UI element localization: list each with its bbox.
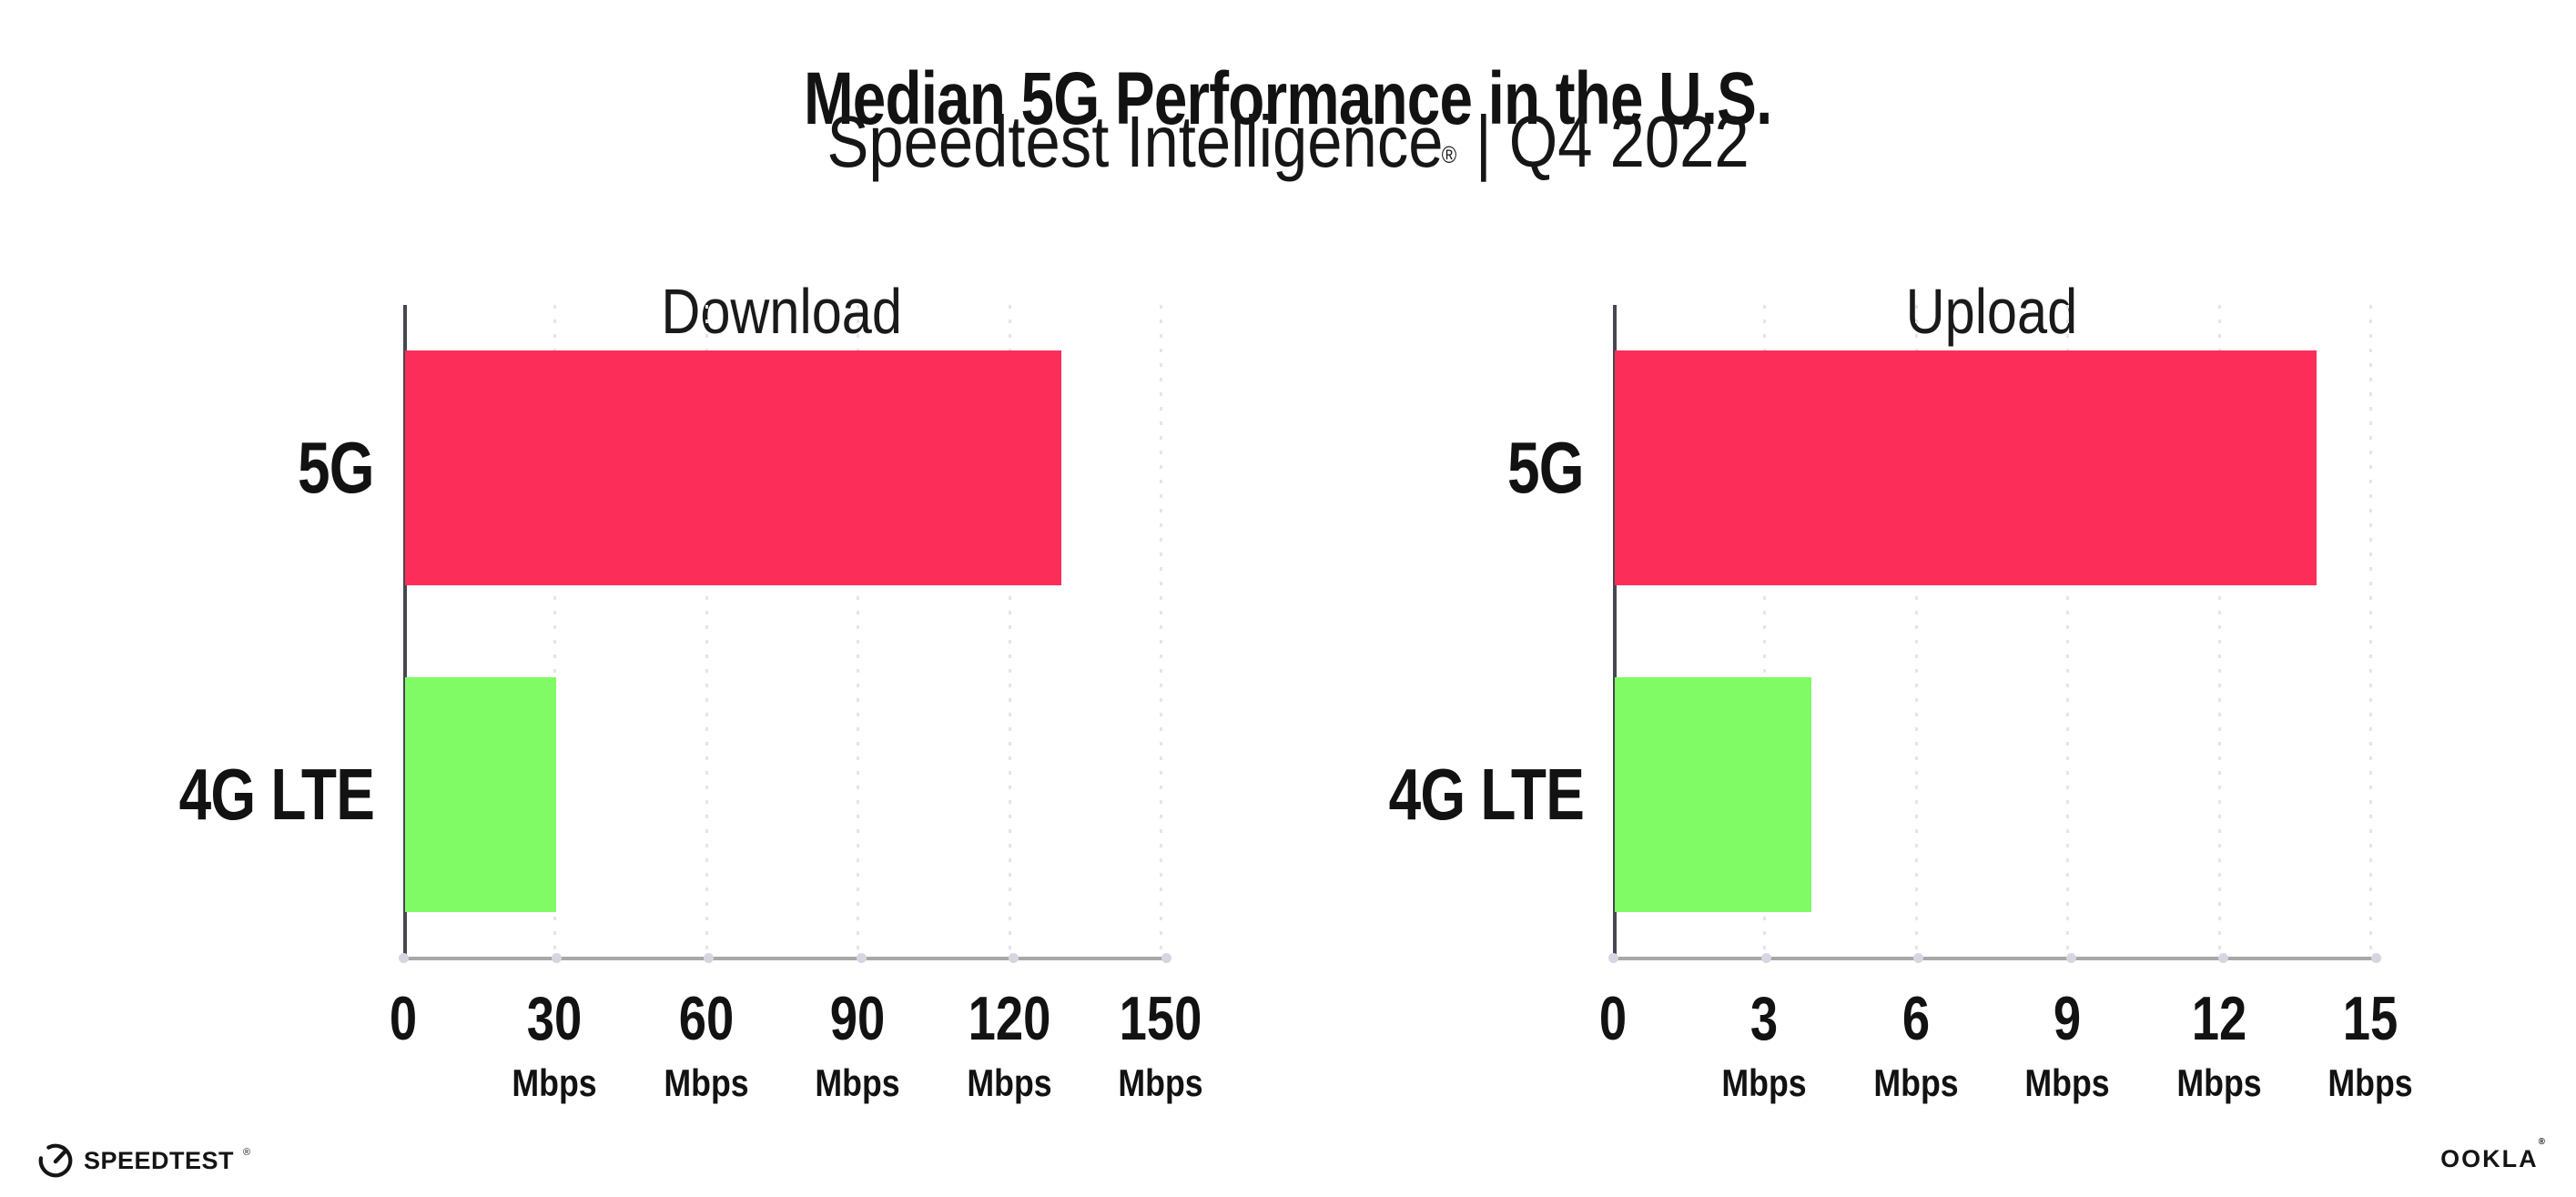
tick-unit: Mbps xyxy=(966,1061,1052,1104)
axis-tick-dot xyxy=(1161,953,1171,963)
axis-tick-dot xyxy=(2371,953,2381,963)
gridline-3 xyxy=(1763,305,1767,959)
tick-label-30: 30 Mbps xyxy=(505,988,605,1102)
tick-label-15: 15 Mbps xyxy=(2320,988,2420,1102)
axis-tick-dot xyxy=(399,953,409,963)
tick-label-150: 150 Mbps xyxy=(1109,988,1212,1102)
tick-number: 0 xyxy=(389,984,418,1053)
bar-4g-lte-download xyxy=(405,677,557,912)
tick-number: 3 xyxy=(1750,984,1779,1053)
gridline-9 xyxy=(2066,305,2070,959)
tick-number: 30 xyxy=(527,984,583,1053)
speedtest-wordmark: SPEEDTEST xyxy=(84,1146,235,1174)
tick-number: 15 xyxy=(2342,984,2399,1053)
gridline-15 xyxy=(2369,305,2372,959)
category-label-text: 4G LTE xyxy=(178,754,375,835)
tick-label-120: 120 Mbps xyxy=(958,988,1060,1102)
tick-number: 150 xyxy=(1119,984,1202,1053)
tick-unit: Mbps xyxy=(1118,1061,1203,1104)
tick-number: 9 xyxy=(2054,984,2082,1053)
category-label-text: 5G xyxy=(1507,427,1585,508)
axis-tick-dot xyxy=(551,953,562,963)
category-label-text: 4G LTE xyxy=(1388,754,1585,835)
registered-mark: ® xyxy=(2538,1137,2545,1147)
page-title: Median 5G Performance in the U.S. xyxy=(0,50,2576,148)
axis-tick-dot xyxy=(1608,953,1618,963)
gridline-12 xyxy=(2217,305,2221,959)
x-axis-line xyxy=(399,953,1171,963)
y-axis-line xyxy=(403,305,407,959)
bar-5g-upload xyxy=(1615,350,2317,585)
tick-unit: Mbps xyxy=(2328,1061,2413,1104)
axis-tick-dot xyxy=(704,953,715,963)
tick-label-60: 60 Mbps xyxy=(656,988,756,1102)
tick-unit: Mbps xyxy=(815,1061,900,1104)
axis-tick-dot xyxy=(2065,953,2076,963)
tick-unit: Mbps xyxy=(1873,1061,1959,1104)
tick-unit: Mbps xyxy=(512,1061,597,1104)
x-axis-line xyxy=(1608,953,2381,963)
speedtest-gauge-icon xyxy=(38,1143,73,1178)
category-label-4g-lte: 4G LTE xyxy=(1220,677,1585,912)
tick-label-12: 12 Mbps xyxy=(2169,988,2269,1102)
axis-tick-dot xyxy=(2218,953,2229,963)
bar-4g-lte-upload xyxy=(1615,677,1812,912)
ookla-logo: OOKLA® xyxy=(2440,1137,2545,1173)
y-axis-line xyxy=(1613,305,1617,959)
tick-number: 6 xyxy=(1902,984,1930,1053)
gridline-150 xyxy=(1160,305,1162,959)
axis-tick-dot xyxy=(1009,953,1019,963)
axis-tick-dot xyxy=(1913,953,1924,963)
gridline-90 xyxy=(857,305,860,959)
category-label-5g: 5G xyxy=(1220,350,1585,585)
registered-mark: ® xyxy=(1441,141,1457,168)
tick-label-0: 0 xyxy=(386,988,421,1050)
upload-chart-area: 5G 4G LTE 0 3 Mbps 6 Mbps 9 Mbps 12 Mbps 15 Mbps xyxy=(1389,305,2413,1102)
tick-unit: Mbps xyxy=(664,1061,749,1104)
page-subtitle: Speedtest Intelligence® | Q4 2022 xyxy=(0,93,2576,191)
tick-number: 12 xyxy=(2191,984,2246,1053)
tick-number: 90 xyxy=(829,984,886,1053)
speedtest-logo: SPEEDTEST ® xyxy=(36,1140,250,1182)
gridline-30 xyxy=(553,305,557,959)
registered-mark: ® xyxy=(243,1147,251,1158)
tick-unit: Mbps xyxy=(1721,1061,1807,1104)
tick-number: 60 xyxy=(678,984,735,1053)
upload-chart-title: Upload xyxy=(1905,276,2078,348)
gridline-6 xyxy=(1914,305,1918,959)
axis-tick-dot xyxy=(1760,953,1771,963)
ookla-wordmark: OOKLA xyxy=(2440,1145,2539,1172)
download-chart-title: Download xyxy=(661,276,903,348)
bar-5g-download xyxy=(405,350,1062,585)
category-label-4g-lte: 4G LTE xyxy=(10,677,375,912)
tick-label-6: 6 Mbps xyxy=(1866,988,1966,1102)
download-chart-area: 5G 4G LTE 0 30 Mbps 60 Mbps 90 Mbps 120 Mbps 150 Mbp… xyxy=(179,305,1203,1102)
subtitle-period: Q4 2022 xyxy=(1508,101,1749,182)
category-label-5g: 5G xyxy=(10,350,375,585)
tick-label-3: 3 Mbps xyxy=(1715,988,1815,1102)
tick-number: 120 xyxy=(968,984,1050,1053)
tick-label-9: 9 Mbps xyxy=(2017,988,2117,1102)
axis-tick-dot xyxy=(856,953,867,963)
tick-label-0: 0 xyxy=(1596,988,1630,1050)
page-title-text: Median 5G Performance in the U.S. xyxy=(804,56,1772,140)
tick-label-90: 90 Mbps xyxy=(807,988,908,1102)
subtitle-brand: Speedtest Intelligence xyxy=(827,101,1444,182)
gridline-60 xyxy=(705,305,708,959)
category-label-text: 5G xyxy=(298,427,375,508)
subtitle-separator: | xyxy=(1475,101,1492,182)
tick-number: 0 xyxy=(1598,984,1628,1053)
tick-unit: Mbps xyxy=(2024,1061,2110,1104)
tick-unit: Mbps xyxy=(2175,1061,2262,1104)
gridline-120 xyxy=(1008,305,1011,959)
